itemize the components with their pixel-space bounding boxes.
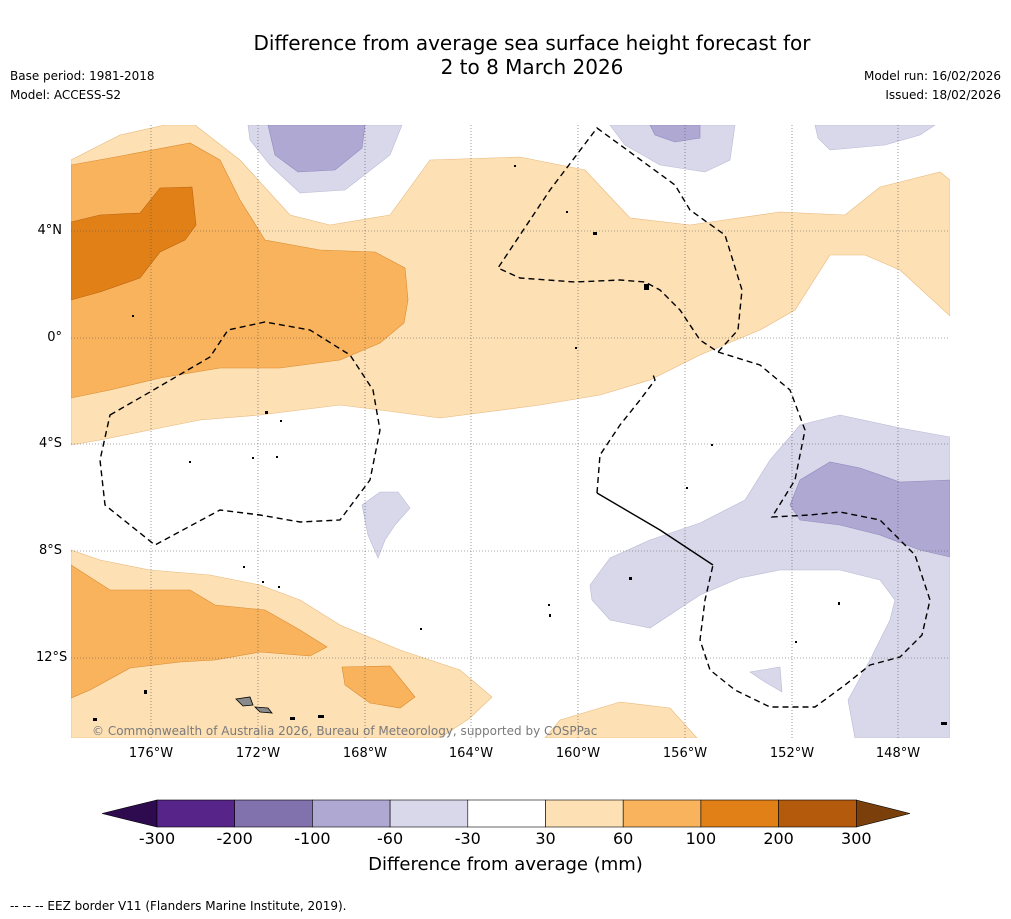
contour-neg60-neg100-ne1 [649, 125, 701, 143]
colorbar-tick-label: -100 [294, 829, 331, 848]
model-run: Model run: 16/02/2026 [863, 69, 1001, 83]
contour-neg30-neg60-tiny [749, 666, 783, 693]
colorbar-tick-label: -30 [454, 829, 481, 848]
contour-neg30-neg60-small [361, 491, 411, 559]
colorbar-tick-label: 300 [841, 829, 872, 848]
boundary-solid-line [596, 492, 714, 566]
lon-label-148w: 148°W [875, 746, 921, 761]
eez-line-islands [496, 127, 743, 353]
lon-label-172w: 172°W [235, 746, 281, 761]
issued-date: Issued: 18/02/2026 [885, 88, 1001, 102]
colorbar-segment [156, 799, 235, 828]
colorbar-title: Difference from average (mm) [368, 854, 643, 875]
colorbar-extend-high [855, 799, 911, 828]
colorbar-segment [700, 799, 779, 828]
contour-neg60-neg100-north [267, 125, 366, 173]
island-samoa-2 [253, 706, 273, 714]
map-title: Difference from average sea surface heig… [0, 31, 1011, 79]
colorbar [101, 799, 911, 828]
lat-label-4n: 4°N [37, 223, 63, 238]
contour-100-200-north [71, 186, 197, 301]
model-name: Model: ACCESS-S2 [10, 88, 122, 102]
colorbar-segment [545, 799, 624, 828]
gridlines [71, 125, 950, 738]
lon-label-168w: 168°W [342, 746, 388, 761]
eez-kiribati-phoenix [99, 321, 381, 546]
colorbar-segment [234, 799, 313, 828]
contour-60-100-small [341, 665, 416, 709]
lon-label-160w: 160°W [555, 746, 601, 761]
contour-30-60-bottom [544, 701, 698, 738]
colorbar-segment [312, 799, 391, 828]
contour-60-100-south [71, 564, 328, 699]
eez-tuvalu-tokelau-south [699, 351, 931, 708]
colorbar-segment [778, 799, 857, 828]
contour-neg30-neg60-ne1 [609, 125, 736, 173]
colorbar-tick-label: -300 [138, 829, 176, 848]
colorbar-segment [389, 799, 469, 828]
contour-layer [71, 125, 950, 738]
colorbar-tick-label: 60 [613, 829, 634, 848]
lat-label-8s: 8°S [38, 543, 62, 558]
lon-label-156w: 156°W [662, 746, 708, 761]
lat-label-4s: 4°S [38, 436, 62, 451]
lon-label-152w: 152°W [769, 746, 815, 761]
colorbar-segment [622, 799, 702, 828]
contour-neg30-neg60-southeast [589, 414, 950, 738]
contour-neg30-neg60-ne2 [814, 125, 936, 151]
colorbar-tick-label: -200 [216, 829, 253, 848]
contour-neg60-neg100-southeast [789, 461, 950, 558]
meta-left: Base period: 1981-2018 Model: ACCESS-S2 [10, 67, 155, 105]
island-samoa-1 [235, 696, 254, 707]
eez-note: -- -- -- EEZ border V11 (Flanders Marine… [10, 899, 347, 913]
colorbar-tick-label: -60 [377, 829, 404, 848]
small-islands [93, 165, 947, 725]
eez-borders [99, 127, 931, 708]
lon-label-164w: 164°W [448, 746, 494, 761]
lat-label-12s: 12°S [36, 650, 68, 665]
base-period: Base period: 1981-2018 [10, 69, 155, 83]
colorbar-extend-low [101, 799, 158, 828]
lat-label-0: 0° [47, 330, 62, 345]
colorbar-tick-label: 30 [535, 829, 556, 848]
lon-label-176w: 176°W [128, 746, 174, 761]
colorbar-segment [467, 799, 546, 828]
colorbar-tick-label: 200 [763, 829, 794, 848]
map-title-line2: 2 to 8 March 2026 [440, 55, 624, 79]
copyright-notice: © Commonwealth of Australia 2026, Bureau… [92, 724, 598, 738]
meta-right: Model run: 16/02/2026 Issued: 18/02/2026 [864, 67, 1001, 105]
colorbar-tick-label: 100 [685, 829, 717, 848]
eez-cook-west [596, 371, 656, 494]
map-title-line1: Difference from average sea surface heig… [253, 31, 811, 55]
